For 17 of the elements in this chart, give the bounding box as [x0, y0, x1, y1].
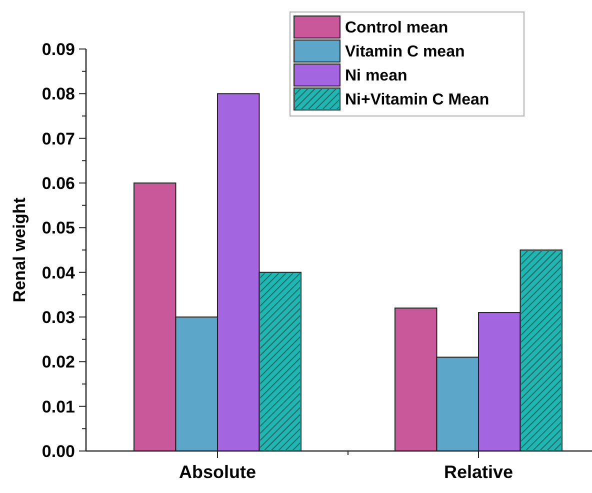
y-tick-label: 0.02 [42, 352, 75, 372]
y-tick-label: 0.04 [42, 263, 76, 282]
y-tick-label: 0.08 [42, 84, 75, 104]
legend-label: Vitamin C mean [345, 44, 465, 61]
legend-label: Ni mean [345, 68, 408, 85]
x-tick-label: Relative [444, 462, 514, 482]
legend-label: Ni+Vitamin C Mean [345, 92, 490, 109]
y-tick-label: 0.09 [42, 40, 75, 59]
y-tick-label: 0.07 [42, 129, 75, 148]
y-tick-label: 0.00 [42, 442, 75, 461]
y-tick-label: 0.05 [42, 218, 75, 238]
y-tick-label: 0.03 [42, 308, 75, 327]
legend-label: Control mean [345, 20, 448, 37]
y-axis-title: Renal weight [10, 197, 29, 302]
y-tick-label: 0.01 [42, 397, 75, 416]
x-tick-label: Absolute [178, 462, 256, 482]
y-tick-label: 0.06 [42, 174, 75, 193]
